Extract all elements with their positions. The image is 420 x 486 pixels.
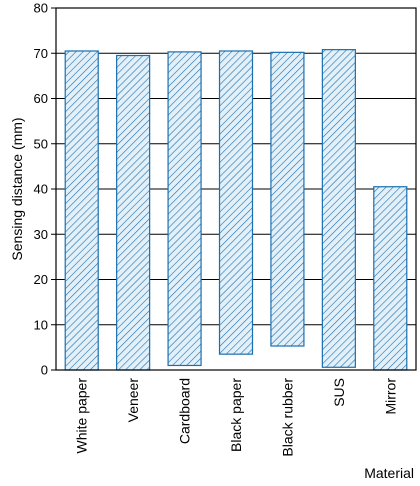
bars [64, 49, 408, 371]
x-axis-title: Material [364, 465, 414, 481]
x-axis-labels: White paper Veneer Cardboard Black paper Bla… [74, 378, 399, 457]
y-tick-label: 40 [34, 182, 48, 197]
bar-black-paper [218, 50, 254, 355]
y-tick-label: 0 [41, 363, 48, 378]
x-category-label: SUS [331, 378, 347, 407]
bar-black-rubber [270, 51, 305, 347]
x-category-label: Mirror [382, 378, 398, 415]
y-tick-label: 50 [34, 136, 48, 151]
bar-cardboard [167, 51, 202, 367]
y-axis-ticks: 0 10 20 30 40 50 60 70 80 [34, 1, 56, 378]
y-tick-label: 10 [34, 317, 48, 332]
x-category-label: Veneer [125, 378, 141, 423]
y-tick-label: 60 [34, 91, 48, 106]
bar-veneer [116, 54, 151, 371]
x-category-label: Black rubber [279, 378, 295, 457]
bar-white-paper [64, 50, 99, 371]
y-tick-label: 20 [34, 272, 48, 287]
bar-mirror [373, 186, 408, 371]
y-tick-label: 70 [34, 46, 48, 61]
x-category-label: Cardboard [177, 378, 193, 444]
x-category-label: Black paper [228, 378, 244, 452]
y-tick-label: 80 [34, 1, 48, 16]
y-tick-label: 30 [34, 227, 48, 242]
y-axis-title: Sensing distance (mm) [9, 117, 25, 260]
bar-sus [321, 49, 356, 368]
x-category-label: White paper [74, 378, 90, 454]
